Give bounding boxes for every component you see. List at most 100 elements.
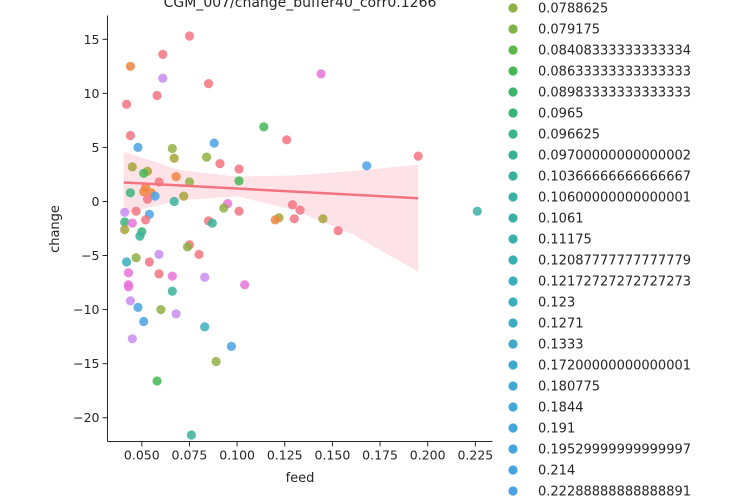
y-axis-label: change (48, 205, 63, 253)
data-point-75 (171, 309, 181, 319)
legend-marker (508, 276, 518, 286)
data-point-56 (135, 231, 145, 241)
regression-line (123, 181, 419, 200)
legend-label: 0.1271 (538, 317, 584, 332)
data-point-29 (139, 187, 149, 197)
data-point-10 (282, 135, 292, 145)
legend-marker (508, 3, 518, 13)
legend-label: 0.191 (538, 422, 575, 437)
data-point-82 (186, 430, 196, 440)
legend-label: 0.17200000000000001 (538, 359, 691, 374)
legend-label: 0.08408333333333334 (538, 44, 691, 59)
data-point-8 (259, 122, 269, 132)
legend-label: 0.19529999999999997 (538, 443, 691, 458)
data-point-2 (158, 49, 168, 60)
data-point-78 (127, 334, 137, 344)
data-point-52 (207, 218, 217, 228)
data-point-39 (131, 206, 141, 216)
legend-label: 0.12087777777777779 (538, 254, 691, 269)
legend-marker (508, 381, 518, 391)
data-point-19 (127, 162, 137, 172)
x-tick-label: 0.125 (267, 448, 303, 463)
data-point-6 (152, 90, 162, 101)
legend-marker (508, 318, 518, 328)
y-ticks: −20 −15 −10 −5 0 5 10 15 (73, 32, 108, 425)
legend-label: 0.10600000000000001 (538, 191, 691, 206)
data-point-62 (122, 257, 132, 267)
data-point-42 (120, 207, 130, 217)
data-point-67 (200, 272, 210, 282)
data-point-50 (120, 217, 130, 227)
legend-marker (508, 360, 518, 370)
data-point-79 (226, 341, 236, 351)
legend-label: 0.12172727272727273 (538, 275, 691, 290)
data-point-37 (219, 203, 229, 213)
data-point-68 (240, 280, 250, 290)
legend-marker (508, 66, 518, 76)
data-point-33 (142, 194, 153, 204)
data-point-66 (167, 271, 177, 281)
data-point-45 (289, 214, 299, 224)
chart-title: CGM_007/change_buffer40_corr0.1266 (164, 0, 437, 11)
legend-marker (508, 213, 518, 223)
x-tick-label: 0.175 (362, 448, 398, 463)
data-point-54 (333, 226, 343, 236)
data-point-3 (158, 73, 168, 83)
legend-label: 0.096625 (538, 128, 600, 143)
confidence-band-layer (123, 151, 419, 272)
legend: 0.0788625 0.079175 0.08408333333333334 0.08… (508, 2, 691, 500)
data-point-17 (215, 159, 225, 169)
data-point-4 (203, 79, 214, 89)
data-point-80 (211, 356, 221, 367)
legend-label: 0.11175 (538, 233, 592, 248)
legend-label: 0.079175 (538, 23, 600, 38)
legend-marker (508, 234, 518, 244)
data-point-1 (125, 61, 135, 71)
data-point-41 (234, 206, 244, 216)
data-point-48 (141, 215, 151, 225)
data-point-24 (234, 176, 244, 186)
legend-marker (508, 402, 518, 412)
legend-marker (508, 423, 518, 433)
data-point-31 (150, 191, 160, 201)
y-tick-label: −10 (73, 302, 99, 317)
y-tick-label: 15 (84, 32, 100, 47)
legend-label: 0.0965 (538, 107, 584, 122)
data-point-47 (270, 215, 280, 225)
legend-marker (508, 465, 518, 475)
x-tick-label: 0.100 (219, 448, 255, 463)
legend-marker (508, 339, 518, 349)
data-point-34 (169, 196, 179, 207)
data-point-77 (200, 322, 210, 332)
data-point-13 (167, 143, 177, 154)
legend-marker (508, 24, 518, 34)
data-point-11 (209, 138, 219, 148)
legend-label: 0.10366666666666667 (538, 170, 691, 185)
x-tick-label: 0.225 (457, 448, 493, 463)
data-point-15 (202, 152, 212, 162)
points-layer (120, 31, 482, 440)
legend-label: 0.09700000000000002 (538, 149, 691, 164)
legend-label: 0.180775 (538, 380, 600, 395)
data-point-73 (133, 302, 143, 312)
legend-label: 0.1844 (538, 401, 584, 416)
legend-label: 0.214 (538, 464, 575, 479)
legend-label: 0.0788625 (538, 2, 608, 17)
axes-layer (107, 15, 493, 442)
data-point-7 (122, 99, 132, 109)
data-point-36 (287, 200, 297, 210)
x-tick-label: 0.050 (124, 448, 160, 463)
data-point-46 (318, 214, 328, 224)
legend-label: 0.1061 (538, 212, 584, 227)
data-point-22 (139, 168, 149, 178)
legend-marker (508, 45, 518, 55)
legend-label: 0.123 (538, 296, 575, 311)
legend-marker (508, 150, 518, 160)
legend-marker (508, 87, 518, 97)
data-point-59 (194, 249, 204, 259)
legend-marker (508, 108, 518, 118)
data-point-0 (184, 31, 195, 41)
data-point-72 (125, 296, 135, 306)
data-point-28 (125, 188, 135, 198)
data-point-76 (139, 316, 149, 327)
